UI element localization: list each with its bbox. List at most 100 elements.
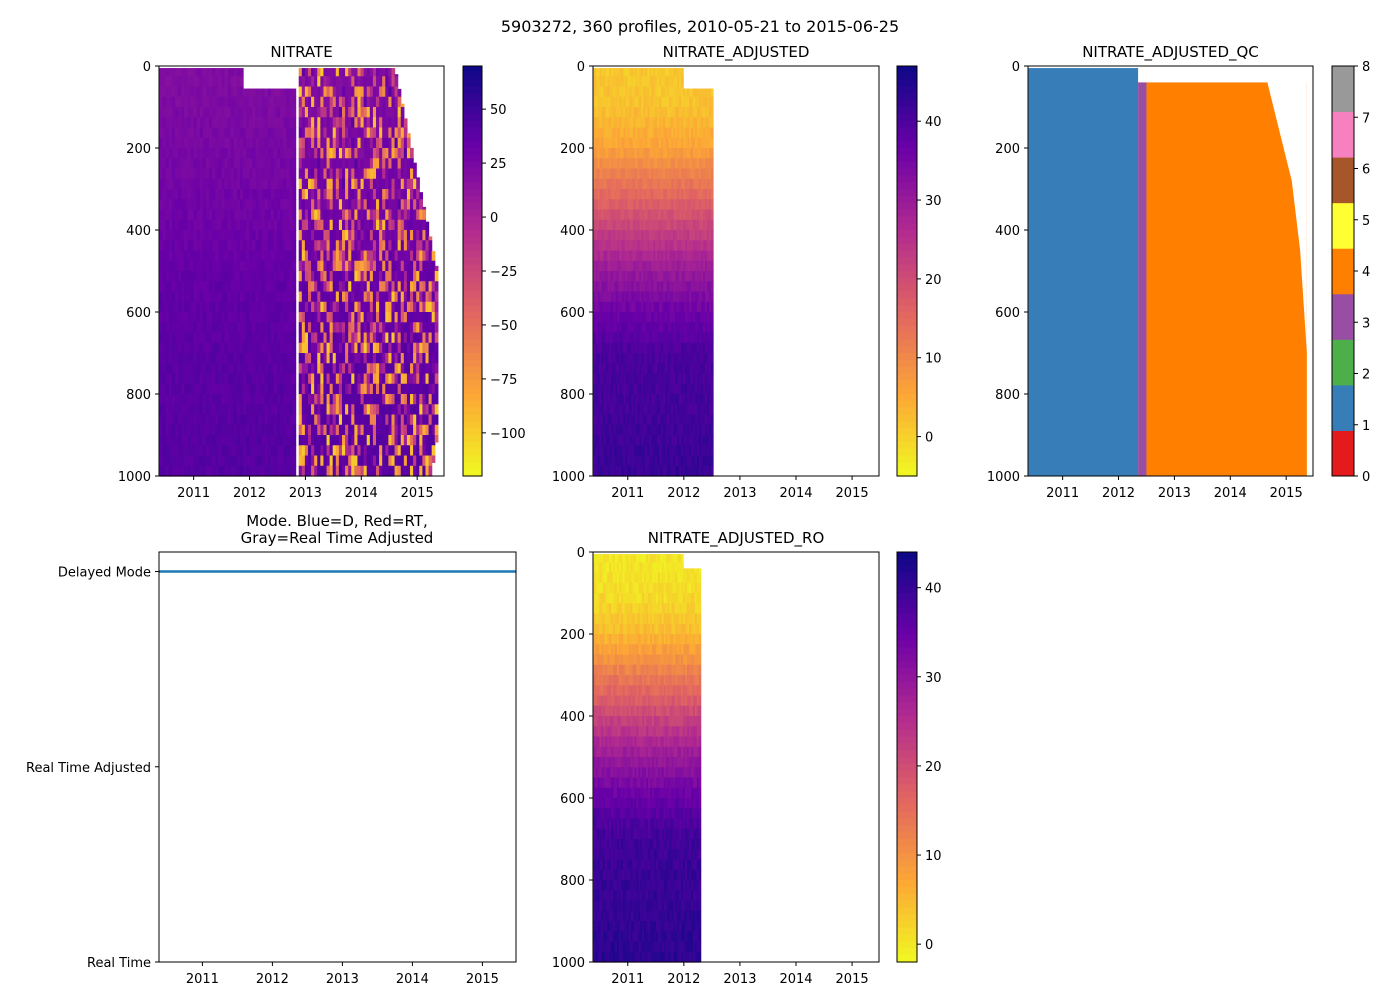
heatmap-cell bbox=[178, 342, 182, 354]
heatmap-cell bbox=[601, 250, 605, 262]
heatmap-cell bbox=[159, 107, 164, 118]
heatmap-cell bbox=[655, 332, 658, 344]
heatmap-cell bbox=[311, 445, 315, 457]
heatmap-cell bbox=[651, 199, 654, 211]
heatmap-cell bbox=[379, 168, 383, 180]
heatmap-cell bbox=[369, 117, 374, 129]
heatmap-cell bbox=[249, 383, 253, 395]
heatmap-cell bbox=[184, 250, 188, 262]
heatmap-cell bbox=[403, 291, 408, 303]
heatmap-cell bbox=[277, 260, 281, 272]
heatmap-cell bbox=[633, 189, 636, 200]
heatmap-cell bbox=[631, 435, 634, 446]
heatmap-cell bbox=[326, 158, 331, 170]
heatmap-cell bbox=[320, 96, 325, 108]
heatmap-cell bbox=[601, 424, 605, 436]
heatmap-cell bbox=[307, 86, 312, 98]
heatmap-cell bbox=[280, 445, 284, 457]
heatmap-cell bbox=[175, 455, 179, 467]
heatmap-cell bbox=[639, 199, 642, 211]
heatmap-cell bbox=[651, 209, 654, 221]
heatmap-cell bbox=[659, 363, 662, 375]
heatmap-cell bbox=[601, 178, 605, 190]
heatmap-cell bbox=[655, 199, 658, 211]
heatmap-cell bbox=[246, 424, 250, 436]
heatmap-cell bbox=[332, 312, 337, 323]
heatmap-cell bbox=[621, 260, 625, 272]
heatmap-cell bbox=[190, 168, 195, 180]
heatmap-cell bbox=[376, 322, 380, 334]
heatmap-cell bbox=[320, 291, 325, 303]
heatmap-cell bbox=[348, 435, 352, 446]
heatmap-cell bbox=[345, 209, 349, 221]
heatmap-cell bbox=[609, 353, 613, 364]
heatmap-cell bbox=[307, 281, 312, 293]
heatmap-cell bbox=[329, 332, 334, 344]
heatmap-cell bbox=[175, 158, 179, 170]
heatmap-cell bbox=[659, 86, 662, 98]
heatmap-column bbox=[599, 68, 603, 477]
heatmap-cell bbox=[168, 168, 173, 180]
heatmap-cell bbox=[431, 332, 436, 344]
heatmap-cell bbox=[354, 219, 359, 231]
heatmap-cell bbox=[165, 312, 170, 323]
heatmap-cell bbox=[603, 199, 607, 211]
heatmap-cell bbox=[643, 230, 646, 241]
heatmap-cell bbox=[615, 127, 619, 139]
heatmap-cell bbox=[637, 435, 640, 446]
heatmap-cell bbox=[639, 250, 642, 262]
heatmap-cell bbox=[283, 189, 287, 200]
heatmap-cell bbox=[601, 383, 605, 395]
heatmap-cell bbox=[645, 96, 648, 108]
heatmap-cell bbox=[323, 414, 328, 426]
heatmap-cell bbox=[341, 353, 346, 364]
heatmap-cell bbox=[335, 455, 340, 467]
heatmap-cell bbox=[345, 465, 349, 477]
heatmap-cell bbox=[603, 271, 607, 282]
heatmap-cell bbox=[267, 301, 272, 313]
heatmap-cell bbox=[187, 394, 192, 405]
heatmap-cell bbox=[243, 260, 247, 272]
heatmap-cell bbox=[406, 178, 411, 190]
heatmap-cell bbox=[184, 291, 188, 303]
heatmap-cell bbox=[422, 435, 427, 446]
heatmap-cell bbox=[406, 435, 411, 446]
heatmap-cell bbox=[601, 455, 605, 467]
heatmap-cell bbox=[292, 373, 297, 385]
heatmap-cell bbox=[181, 117, 185, 129]
heatmap-cell bbox=[338, 86, 343, 98]
heatmap-cell bbox=[304, 219, 309, 231]
heatmap-cell bbox=[243, 465, 247, 477]
heatmap-cell bbox=[193, 76, 198, 88]
heatmap-cell bbox=[193, 68, 198, 77]
heatmap-cell bbox=[425, 312, 430, 323]
heatmap-cell bbox=[366, 168, 371, 180]
heatmap-cell bbox=[425, 414, 430, 426]
heatmap-cell bbox=[613, 137, 617, 149]
heatmap-cell bbox=[304, 86, 309, 98]
heatmap-cell bbox=[609, 281, 613, 293]
heatmap-cell bbox=[633, 209, 636, 221]
heatmap-cell bbox=[270, 107, 275, 118]
nitrate-adjusted-panel: NITRATE_ADJUSTED 2011 2012 2013 2014 201… bbox=[552, 43, 942, 501]
heatmap-cell bbox=[292, 178, 297, 190]
heatmap-cell bbox=[227, 158, 232, 170]
heatmap-cell bbox=[621, 414, 625, 426]
heatmap-cell bbox=[335, 178, 340, 190]
heatmap-cell bbox=[280, 209, 284, 221]
heatmap-cell bbox=[645, 435, 648, 446]
heatmap-cell bbox=[289, 96, 294, 108]
heatmap-cell bbox=[196, 281, 201, 293]
heatmap-cell bbox=[317, 394, 321, 405]
heatmap-cell bbox=[298, 332, 303, 344]
heatmap-cell bbox=[298, 168, 303, 180]
heatmap-cell bbox=[292, 127, 297, 139]
heatmap-cell bbox=[379, 373, 383, 385]
heatmap-cell bbox=[292, 291, 297, 303]
heatmap-cell bbox=[181, 209, 185, 221]
heatmap-cell bbox=[165, 250, 170, 262]
heatmap-cell bbox=[307, 465, 312, 477]
heatmap-cell bbox=[215, 291, 219, 303]
heatmap-cell bbox=[360, 168, 365, 180]
heatmap-cell bbox=[227, 189, 232, 200]
